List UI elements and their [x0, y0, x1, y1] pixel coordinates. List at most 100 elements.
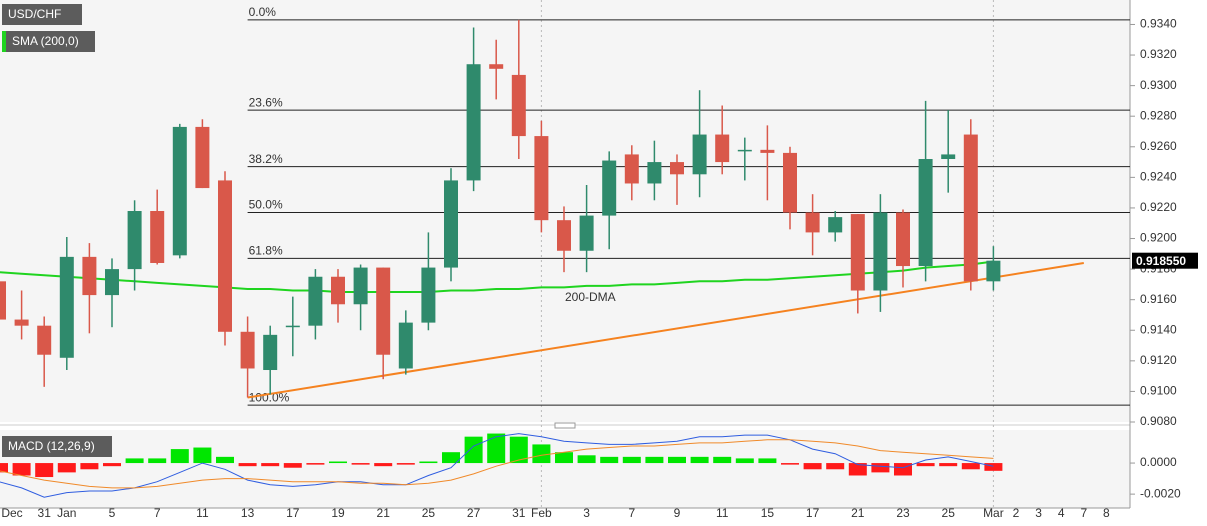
macd-histogram-bar [894, 463, 912, 476]
candle-body [59, 256, 74, 358]
macd-title-box [2, 436, 112, 457]
candle-body [647, 162, 662, 184]
macd-histogram-bar [735, 458, 754, 464]
candle-body [172, 126, 187, 256]
candle-body [896, 212, 910, 267]
y-tick-label: -0.0020 [1140, 486, 1181, 500]
candle-body [105, 269, 119, 296]
candle-body [850, 214, 865, 291]
fib-label: 100.0% [249, 390, 290, 404]
candle-body [670, 162, 684, 175]
candle-body [444, 180, 458, 268]
fib-label: 23.6% [249, 95, 283, 109]
x-tick-label: 31 [38, 506, 52, 520]
candle-body [715, 134, 730, 163]
macd-histogram-bar [961, 463, 980, 470]
candle-body [805, 212, 820, 233]
macd-histogram-bar [57, 463, 76, 473]
macd-histogram-bar [622, 456, 641, 464]
candle-body [534, 136, 549, 221]
sma-annotation: 200-DMA [565, 290, 616, 304]
macd-histogram-bar [645, 456, 664, 464]
x-tick-label: 17 [806, 506, 820, 520]
x-tick-label: 21 [377, 506, 391, 520]
macd-histogram-bar [600, 456, 619, 464]
y-tick-label: 0.9200 [1140, 231, 1177, 245]
macd-histogram-bar [690, 456, 709, 464]
macd-histogram-bar [238, 463, 257, 467]
candle-body [195, 126, 210, 189]
panel-handle[interactable] [554, 422, 576, 429]
sma-legend-swatch [2, 31, 6, 52]
macd-histogram-bar [12, 463, 31, 476]
candle-body [602, 160, 617, 216]
macd-histogram-bar [148, 458, 167, 464]
macd-histogram-bar [103, 463, 121, 467]
macd-histogram-bar [509, 436, 528, 464]
x-tick-label: 31 [512, 506, 526, 520]
candle-body [263, 334, 278, 371]
y-tick-label: 0.9260 [1140, 139, 1177, 153]
y-tick-label: 0.0000 [1140, 455, 1177, 469]
candle-body [737, 149, 752, 152]
macd-histogram-bar [261, 463, 280, 467]
x-tick-label: 2 [1013, 506, 1020, 520]
macd-histogram-bar [848, 463, 867, 476]
macd-histogram-bar [826, 463, 845, 470]
candle-body [511, 74, 526, 137]
candle-body [692, 134, 707, 175]
candle-body [986, 260, 1001, 282]
candle-body [37, 325, 52, 355]
macd-histogram-bar [803, 463, 822, 470]
x-tick-label: Feb [531, 506, 552, 520]
candle-body [82, 256, 97, 296]
candle-body [0, 281, 6, 320]
macd-histogram-bar [577, 455, 596, 464]
y-tick-label: 0.9280 [1140, 108, 1177, 122]
x-tick-label: 11 [196, 506, 209, 520]
x-tick-label: 25 [422, 506, 436, 520]
y-tick-label: 0.9100 [1140, 384, 1177, 398]
candle-body [579, 215, 594, 251]
last-price-box [1132, 252, 1198, 269]
macd-histogram-bar [758, 458, 777, 464]
candle-body [14, 319, 29, 326]
macd-title: MACD (12,26,9) [8, 439, 95, 453]
macd-histogram-bar [419, 461, 438, 464]
candle-body [873, 212, 888, 291]
candle-body [376, 267, 391, 355]
macd-histogram-bar [532, 444, 551, 464]
candle-body [557, 220, 571, 251]
y-tick-label: 0.9300 [1140, 78, 1177, 92]
sma-line [0, 260, 994, 293]
macd-histogram-bar [125, 458, 144, 464]
candle-body [308, 276, 323, 326]
candle-body [240, 331, 255, 369]
candle-body [150, 211, 165, 263]
macd-histogram-bar [984, 463, 1003, 471]
sma-legend-label: SMA (200,0) [12, 34, 79, 48]
candle-body [466, 64, 481, 181]
candle-body [285, 325, 300, 328]
candle-body [331, 276, 345, 305]
x-tick-label: 15 [761, 506, 775, 520]
sma-legend-box [2, 31, 95, 52]
macd-histogram-bar [216, 456, 234, 464]
y-tick-label: 0.9140 [1140, 322, 1177, 336]
x-tick-label: 13 [241, 506, 255, 520]
candle-body [941, 154, 956, 160]
macd-histogram-bar [329, 461, 347, 464]
macd-histogram-bar [193, 447, 212, 464]
x-tick-label: 23 [896, 506, 910, 520]
x-tick-label: 8 [1103, 506, 1110, 520]
macd-histogram-bar [35, 463, 54, 478]
candle-body [421, 267, 436, 323]
y-tick-label: 0.9080 [1140, 414, 1177, 428]
candle-body [218, 180, 232, 332]
candle-body [918, 159, 933, 267]
x-tick-label: 17 [286, 506, 300, 520]
macd-histogram-bar [80, 463, 99, 470]
price-panel [0, 0, 1130, 422]
